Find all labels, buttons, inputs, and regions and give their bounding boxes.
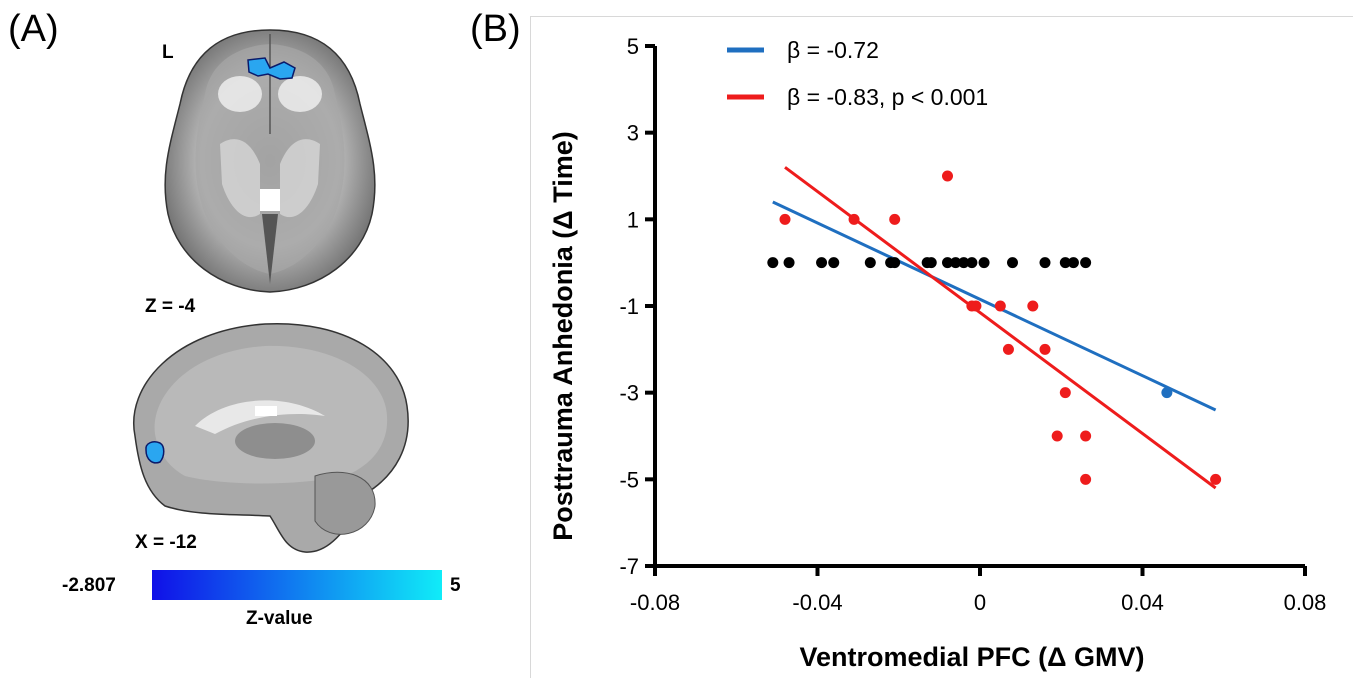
data-point (1002, 343, 1014, 355)
legend-label: β = -0.72 (787, 37, 879, 63)
data-point (816, 257, 828, 269)
data-point (1067, 257, 1079, 269)
regression-line (784, 166, 1217, 490)
data-point (970, 300, 982, 312)
x-tick-label: 0.08 (1284, 590, 1327, 615)
sagittal-slice-label: X = -12 (135, 532, 197, 553)
y-tick-label: 1 (627, 207, 639, 232)
panel-b-label: (B) (470, 8, 521, 50)
data-point (1059, 387, 1071, 399)
sagittal-cluster (145, 441, 165, 464)
y-axis-label: Posttrauma Anhedonia (Δ Time) (548, 131, 578, 540)
data-point (958, 257, 970, 269)
data-point (889, 213, 901, 225)
sagittal-brain-image (133, 322, 409, 553)
data-point (1007, 257, 1018, 269)
data-point (978, 257, 990, 269)
data-point (1059, 257, 1071, 269)
axial-slice-label: Z = -4 (145, 296, 196, 317)
data-point (1210, 473, 1222, 485)
axial-side-label: L (162, 42, 174, 63)
panel-a: (A) L Z = -4 X = -12 -2.807 (0, 0, 520, 677)
data-point (1039, 257, 1051, 269)
data-point (1027, 300, 1039, 312)
regression-line (772, 200, 1217, 412)
y-tick-label: 3 (627, 121, 639, 146)
data-point (889, 257, 901, 269)
data-point (1080, 473, 1092, 485)
axial-brain-image (164, 29, 376, 293)
data-point (994, 300, 1006, 312)
colorbar-max-label: 5 (450, 575, 461, 596)
x-tick-label: -0.08 (630, 590, 680, 615)
data-point (925, 257, 937, 269)
y-tick-label: -3 (619, 381, 639, 406)
x-tick-label: 0 (974, 590, 986, 615)
panel-b-frame (530, 16, 1353, 678)
x-axis-label: Ventromedial PFC (Δ GMV) (800, 642, 1145, 672)
data-point (950, 257, 962, 269)
z-value-colorbar (152, 570, 442, 600)
data-point (783, 257, 795, 269)
data-point (828, 257, 840, 269)
y-tick-label: -5 (619, 467, 639, 492)
data-point (1161, 387, 1173, 399)
y-tick-label: -7 (619, 554, 639, 579)
data-point (1080, 257, 1092, 269)
axial-cluster (247, 57, 296, 80)
data-point (767, 257, 779, 269)
data-point (1039, 343, 1051, 355)
colorbar-title: Z-value (246, 608, 313, 629)
data-point (848, 213, 860, 225)
x-tick-label: 0.04 (1121, 590, 1164, 615)
legend-label: β = -0.83, p < 0.001 (787, 84, 988, 110)
panel-a-label: (A) (8, 8, 59, 50)
data-point (1051, 430, 1063, 442)
data-point (1080, 430, 1092, 442)
x-tick-label: -0.04 (792, 590, 842, 615)
y-tick-label: 5 (627, 34, 639, 59)
y-tick-label: -1 (619, 294, 639, 319)
data-point (779, 213, 791, 225)
data-point (966, 257, 978, 269)
data-point (864, 257, 876, 269)
colorbar-min-label: -2.807 (62, 575, 116, 596)
data-point (942, 257, 953, 269)
data-point (942, 170, 953, 182)
